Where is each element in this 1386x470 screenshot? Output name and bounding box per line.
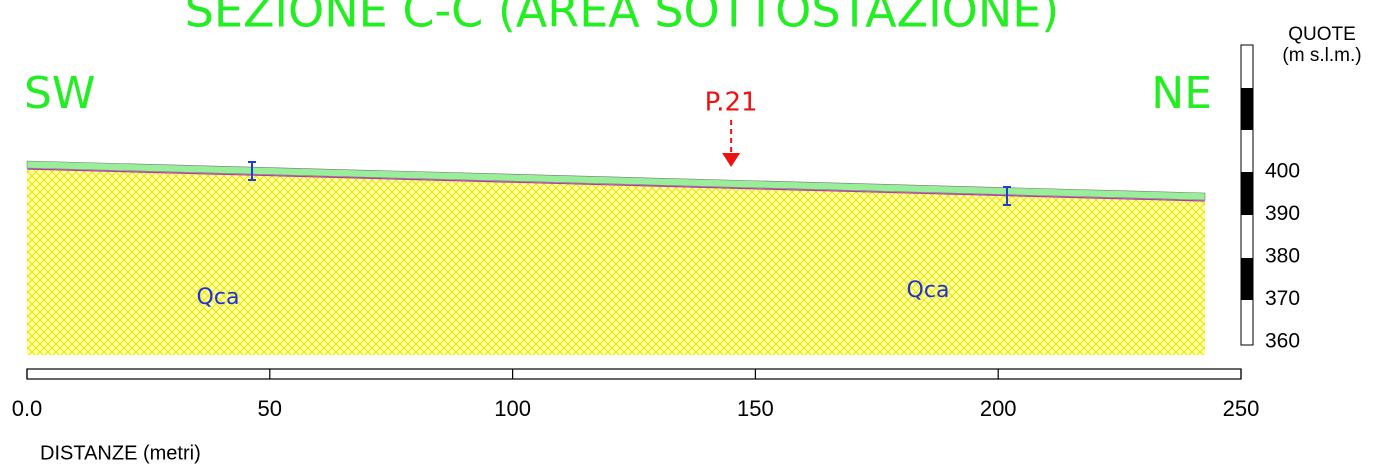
unit-label: Qca — [907, 278, 950, 303]
y-tick-label: 370 — [1265, 287, 1300, 310]
x-tick-label: 250 — [1223, 396, 1260, 421]
y-tick-label: 380 — [1265, 245, 1300, 268]
section-diagram: SEZIONE C-C (AREA SOTTOSTAZIONE) SW NE Q… — [0, 0, 1386, 470]
y-tick-label: 360 — [1265, 330, 1300, 353]
borehole-label: P.21 — [705, 88, 758, 118]
y-tick-label: 390 — [1265, 202, 1300, 225]
left-label: SW — [24, 68, 95, 119]
x-tick-label: 0.0 — [12, 396, 43, 421]
right-label: NE — [1151, 68, 1212, 119]
title: SEZIONE C-C (AREA SOTTOSTAZIONE) — [185, 0, 1060, 38]
x-tick-label: 150 — [737, 396, 774, 421]
y-tick-label: 400 — [1265, 160, 1300, 183]
distance-bar — [27, 369, 1241, 379]
distance-label: DISTANZE (metri) — [40, 442, 201, 464]
elevation-label: QUOTE — [1288, 24, 1356, 45]
elevation-ruler — [1241, 45, 1253, 345]
x-tick-label: 200 — [980, 396, 1017, 421]
x-tick-label: 50 — [258, 396, 282, 421]
elevation-label: (m s.l.m.) — [1282, 45, 1361, 66]
borehole-arrowhead — [722, 153, 740, 167]
x-tick-label: 100 — [494, 396, 531, 421]
unit-label: Qca — [197, 285, 240, 310]
